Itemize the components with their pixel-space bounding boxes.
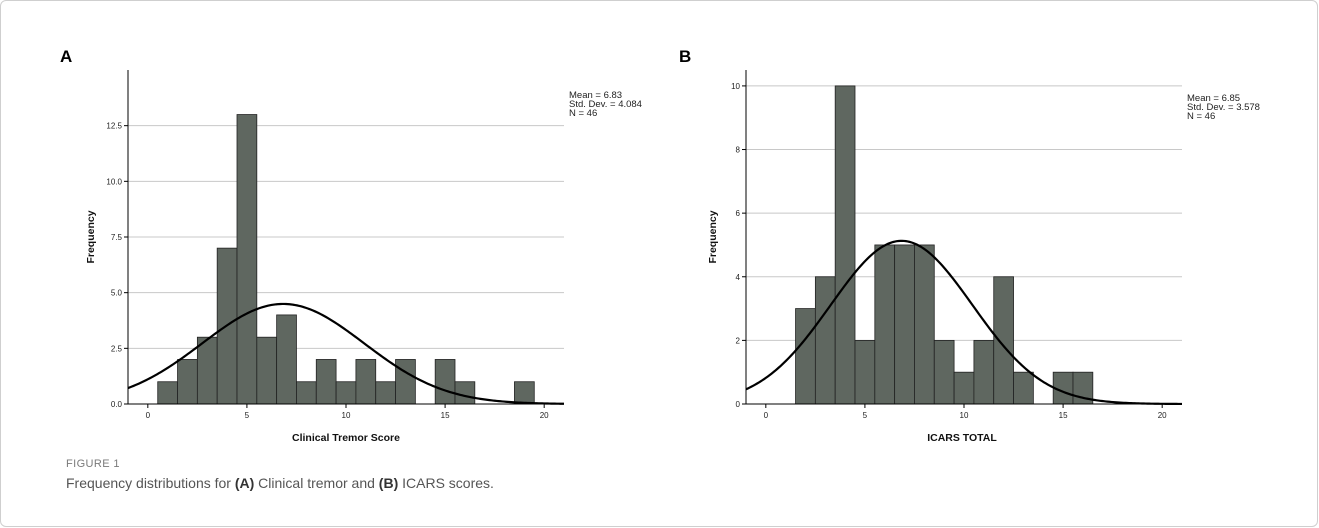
a-bar-13	[395, 359, 416, 405]
a-bar-10	[335, 381, 357, 405]
a-x-tick-label-3: 15	[441, 411, 450, 420]
b-x-tick-labels: 0 5 10 15 20	[764, 411, 1168, 420]
b-y-tick-label-2: 4	[736, 273, 741, 282]
b-bar-7	[894, 244, 915, 405]
a-gridlines	[128, 125, 564, 349]
b-stats-n: N = 46	[1187, 111, 1215, 122]
a-normal-curve	[127, 302, 565, 405]
a-x-tick-label-2: 10	[342, 411, 351, 420]
figure-label: FIGURE 1	[66, 458, 120, 470]
b-x-axis-title: ICARS TOTAL	[927, 432, 997, 444]
panel-letter-b: B	[679, 47, 691, 66]
a-y-tick-label-3: 7.5	[111, 233, 123, 242]
figure-caption: Frequency distributions for (A) Clinical…	[66, 475, 494, 491]
b-bar-3	[814, 276, 836, 405]
b-y-tick-label-3: 6	[736, 209, 741, 218]
b-axes	[742, 70, 1182, 408]
a-y-tick-label-5: 12.5	[106, 122, 122, 131]
panel-a: A 0.0 2.5 5.0 7.5 10.0 12.5 0 5 10 15 20 Clinical…	[60, 47, 642, 444]
caption-tag-b: (B)	[378, 475, 399, 491]
b-bar-11	[973, 339, 995, 405]
a-y-tick-label-1: 2.5	[111, 344, 123, 353]
a-bar-2	[177, 359, 198, 405]
a-bar-3	[196, 336, 218, 405]
a-bar-12	[375, 381, 396, 405]
a-bar-6	[256, 336, 278, 405]
a-bars	[157, 114, 535, 405]
a-stats-box: Mean = 6.83 Std. Dev. = 4.084 N = 46	[569, 90, 642, 119]
b-bar-2	[795, 308, 816, 405]
b-bar-4	[834, 85, 856, 405]
b-y-tick-label-5: 10	[731, 82, 740, 91]
b-bar-13	[1013, 371, 1034, 405]
b-bar-12	[993, 276, 1014, 405]
a-stats-mean: Mean = 6.83	[569, 90, 622, 101]
a-x-tick-labels: 0 5 10 15 20	[146, 411, 550, 420]
a-axes	[124, 70, 564, 408]
a-bar-8	[296, 381, 317, 405]
b-x-tick-label-2: 10	[960, 411, 969, 420]
b-stats-sd: Std. Dev. = 3.578	[1187, 102, 1260, 113]
panel-b: B 0 2 4 6 8 10 0 5 10 15 20 ICARS TOTAL Frequency…	[679, 47, 1260, 444]
a-y-tick-label-0: 0.0	[111, 400, 123, 409]
a-bar-11	[355, 359, 377, 405]
caption-tag-a: (A)	[234, 475, 255, 491]
a-x-axis-title: Clinical Tremor Score	[292, 432, 400, 444]
a-bar-1	[157, 381, 178, 405]
b-normal-curve	[745, 239, 1182, 406]
caption-text-1: Frequency distributions for	[66, 475, 235, 491]
a-stats-sd: Std. Dev. = 4.084	[569, 99, 642, 110]
b-y-axis-title: Frequency	[707, 210, 719, 263]
b-y-tick-label-0: 0	[736, 400, 741, 409]
b-bars	[795, 85, 1094, 405]
a-bar-15	[434, 359, 456, 405]
a-bar-16	[454, 381, 476, 405]
a-bar-9	[315, 359, 337, 405]
b-stats-box: Mean = 6.85 Std. Dev. = 3.578 N = 46	[1187, 93, 1260, 122]
a-bar-19	[514, 381, 535, 405]
a-y-tick-label-2: 5.0	[111, 289, 123, 298]
b-y-tick-label-4: 8	[736, 146, 741, 155]
b-bar-10	[953, 371, 975, 405]
a-y-tick-labels: 0.0 2.5 5.0 7.5 10.0 12.5	[106, 122, 122, 409]
a-y-axis-title: Frequency	[85, 210, 97, 263]
b-y-tick-label-1: 2	[736, 336, 741, 345]
b-gridlines	[746, 85, 1182, 341]
b-stats-mean: Mean = 6.85	[1187, 93, 1240, 104]
a-x-tick-label-0: 0	[146, 411, 151, 420]
b-x-tick-label-1: 5	[863, 411, 868, 420]
panel-letter-a: A	[60, 47, 72, 66]
a-y-tick-label-4: 10.0	[106, 177, 122, 186]
b-x-tick-label-3: 15	[1059, 411, 1068, 420]
caption-text-2: Clinical tremor and	[254, 475, 379, 491]
b-bar-8	[914, 244, 935, 405]
b-y-tick-labels: 0 2 4 6 8 10	[731, 82, 740, 409]
b-x-tick-label-4: 20	[1158, 411, 1167, 420]
a-bar-7	[276, 314, 297, 405]
caption-text-3: ICARS scores.	[398, 475, 494, 491]
a-stats-n: N = 46	[569, 108, 597, 119]
b-bar-6	[874, 244, 896, 405]
b-bar-9	[933, 339, 955, 405]
a-x-tick-label-4: 20	[540, 411, 549, 420]
a-bar-5	[236, 114, 258, 405]
b-bar-5	[854, 339, 876, 405]
a-x-tick-label-1: 5	[245, 411, 250, 420]
b-x-tick-label-0: 0	[764, 411, 769, 420]
